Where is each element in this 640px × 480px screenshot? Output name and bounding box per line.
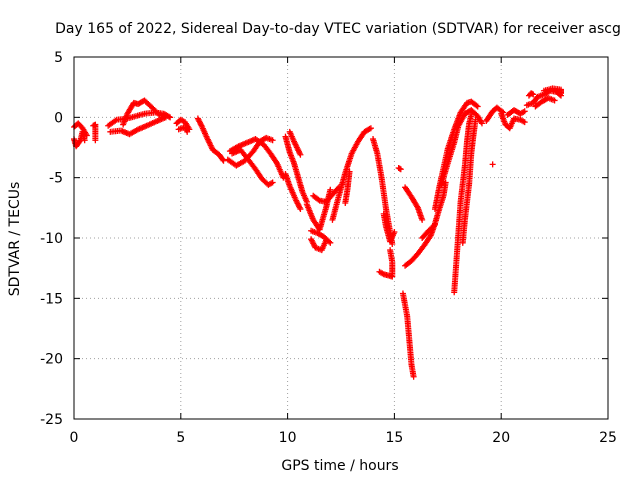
- series-track-27: [402, 184, 426, 223]
- data-point: [431, 221, 438, 228]
- y-tick-label: -25: [40, 412, 63, 428]
- series-track-28: [402, 179, 449, 269]
- data-point: [419, 216, 426, 223]
- series-track-37: [504, 107, 528, 118]
- data-point: [83, 132, 90, 139]
- series-track-8: [175, 123, 191, 135]
- series-track-2: [71, 120, 90, 139]
- series-track-41: [540, 85, 565, 97]
- trail-mark: [219, 156, 226, 163]
- data-point: [410, 373, 417, 380]
- data-point: [162, 113, 169, 120]
- data-point: [468, 111, 475, 118]
- series-track-34: [483, 104, 507, 124]
- series-track-14: [282, 171, 304, 213]
- y-axis-label: SDTVAR / TECUs: [7, 182, 23, 297]
- y-tick-label: -20: [40, 352, 63, 368]
- data-series: [71, 85, 565, 380]
- data-point: [391, 228, 398, 235]
- data-point: [269, 179, 276, 186]
- series-track-33: [459, 116, 479, 246]
- data-point: [474, 103, 481, 110]
- series-track-35: [489, 161, 496, 168]
- series-track-39: [532, 95, 558, 110]
- series-track-29: [419, 221, 438, 241]
- data-point: [530, 91, 537, 98]
- series-track-18: [308, 227, 334, 246]
- data-point: [81, 137, 88, 144]
- series-track-36: [498, 110, 528, 132]
- trail-mark: [315, 196, 322, 203]
- trail-mark: [473, 102, 480, 109]
- y-tick-label: -15: [40, 291, 63, 307]
- data-point: [397, 166, 404, 173]
- data-point: [521, 108, 528, 115]
- y-tick-label: -5: [49, 171, 63, 187]
- x-tick-label: 25: [599, 430, 617, 446]
- data-point: [558, 90, 565, 97]
- data-point: [220, 157, 227, 164]
- data-point: [184, 128, 191, 135]
- data-point: [367, 125, 374, 132]
- data-point: [551, 97, 558, 104]
- data-point: [472, 116, 479, 123]
- series-track-9: [194, 115, 227, 164]
- x-axis-label: GPS time / hours: [281, 458, 398, 474]
- series-track-26: [399, 290, 417, 380]
- data-point: [521, 119, 528, 126]
- x-tick-label: 20: [492, 430, 510, 446]
- chart-title: Day 165 of 2022, Sidereal Day-to-day VTE…: [55, 21, 621, 37]
- series-track-13: [282, 133, 310, 205]
- y-tick-label: -10: [40, 231, 63, 247]
- trail-mark: [326, 238, 333, 245]
- series-track-20: [329, 125, 374, 223]
- data-point: [92, 137, 99, 144]
- data-point: [346, 168, 353, 175]
- series-track-11: [224, 134, 276, 169]
- data-point: [327, 186, 334, 193]
- trail-mark: [76, 138, 83, 145]
- series-track-25: [395, 165, 404, 173]
- series-track-40: [525, 90, 537, 99]
- data-point: [376, 268, 383, 275]
- series-track-6: [120, 97, 169, 128]
- series-track-21: [342, 168, 353, 207]
- trail-mark: [366, 125, 373, 132]
- axis-ticks: 0 5 10 15 20 25 5 0 -5 -10 -15 -20 -25: [40, 50, 617, 446]
- y-tick-label: 5: [54, 50, 63, 66]
- x-tick-label: 0: [70, 430, 79, 446]
- data-point: [478, 120, 485, 127]
- x-tick-label: 10: [279, 430, 297, 446]
- y-tick-label: 0: [54, 110, 63, 126]
- data-point: [269, 137, 276, 144]
- x-tick-label: 15: [385, 430, 403, 446]
- series-track-3: [90, 121, 99, 144]
- data-point: [327, 239, 334, 246]
- series-track-23: [380, 210, 398, 245]
- data-point: [297, 151, 304, 158]
- x-tick-label: 5: [176, 430, 185, 446]
- series-track-24: [376, 247, 396, 280]
- series-track-15: [286, 128, 304, 158]
- trail-mark: [430, 222, 437, 229]
- series-track-32: [451, 111, 475, 296]
- series-track-12: [229, 146, 276, 188]
- data-point: [489, 161, 496, 168]
- data-point: [297, 206, 304, 213]
